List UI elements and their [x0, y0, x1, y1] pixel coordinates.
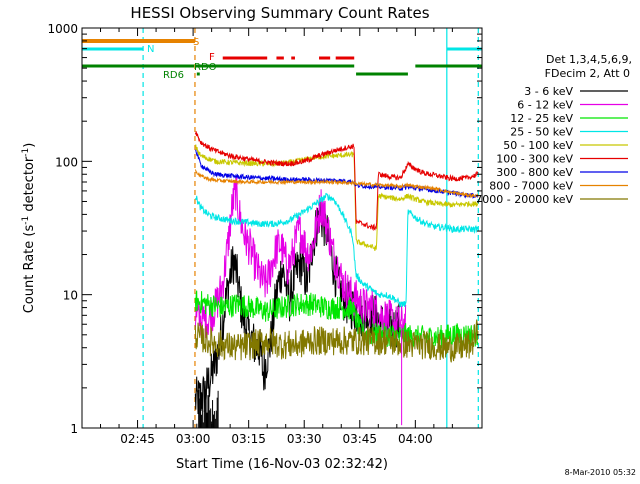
legend-label: 12 - 25 keV [510, 112, 573, 125]
y-tick-label: 1000 [47, 22, 78, 36]
plot-frame [81, 27, 483, 429]
y-axis-label-sup2: -1 [21, 148, 31, 157]
legend-label: 300 - 800 keV [496, 166, 573, 179]
y-axis-label-mid: detector [22, 156, 37, 216]
x-tick-label: 02:45 [120, 432, 155, 446]
y-tick-label: 1 [70, 422, 78, 436]
series-line-s3_6 [194, 201, 401, 415]
x-axis-label: Start Time (16-Nov-03 02:32:42) [176, 457, 388, 472]
event-lines [142, 28, 479, 428]
x-axis-ticks: 02:45 03:00 03:15 03:30 03:45 04:00 [100, 28, 453, 446]
flag-label: F [209, 52, 215, 63]
series-line-s25_50 [194, 192, 479, 308]
series-lines [194, 131, 479, 428]
series-line-s12_25 [194, 290, 479, 350]
series-line-s50_100 [194, 144, 479, 251]
legend-label: 800 - 7000 keV [489, 180, 573, 193]
y-axis-label-main: Count Rate (s [22, 225, 37, 314]
flag-bars: S N F RD6 RDO [82, 37, 482, 81]
legend-label: 7000 - 20000 keV [475, 193, 573, 206]
chart-title: HESSI Observing Summary Count Rates [130, 4, 429, 22]
y-axis-ticks: 1 10 100 1000 [47, 22, 482, 436]
legend-header-decimation: FDecim 2, Att 0 [545, 67, 630, 80]
y-axis-label-end: ) [22, 143, 37, 148]
flag-label: RDO [194, 62, 217, 73]
legend-label: 3 - 6 keV [524, 85, 573, 98]
flag-label: N [147, 44, 154, 55]
series-line-s800_7000 [194, 169, 479, 199]
legend: Det 1,3,4,5,6,9, FDecim 2, Att 0 3 - 6 k… [475, 53, 632, 206]
x-tick-label: 03:30 [287, 432, 322, 446]
y-tick-label: 100 [55, 155, 78, 169]
series-line-s100_300 [194, 131, 479, 232]
series-line-s7000_20000 [194, 319, 479, 363]
series-line-s300_800 [195, 149, 479, 200]
plot-timestamp: 8-Mar-2010 05:32 [565, 468, 636, 477]
x-tick-label: 03:15 [231, 432, 266, 446]
legend-label: 100 - 300 keV [496, 153, 573, 166]
x-tick-label: 03:00 [176, 432, 211, 446]
flag-label: RD6 [163, 70, 184, 81]
legend-header-detectors: Det 1,3,4,5,6,9, [546, 53, 632, 66]
series-line-s6_12 [194, 176, 407, 343]
flag-label: S [193, 37, 199, 48]
y-tick-label: 10 [63, 289, 78, 303]
x-tick-label: 04:00 [398, 432, 433, 446]
legend-label: 50 - 100 keV [503, 139, 573, 152]
legend-label: 25 - 50 keV [510, 126, 573, 139]
x-tick-label: 03:45 [342, 432, 377, 446]
y-axis-label: Count Rate (s-1 detector-1) [21, 143, 37, 314]
legend-label: 6 - 12 keV [517, 99, 573, 112]
y-axis-label-sup1: -1 [21, 216, 31, 225]
